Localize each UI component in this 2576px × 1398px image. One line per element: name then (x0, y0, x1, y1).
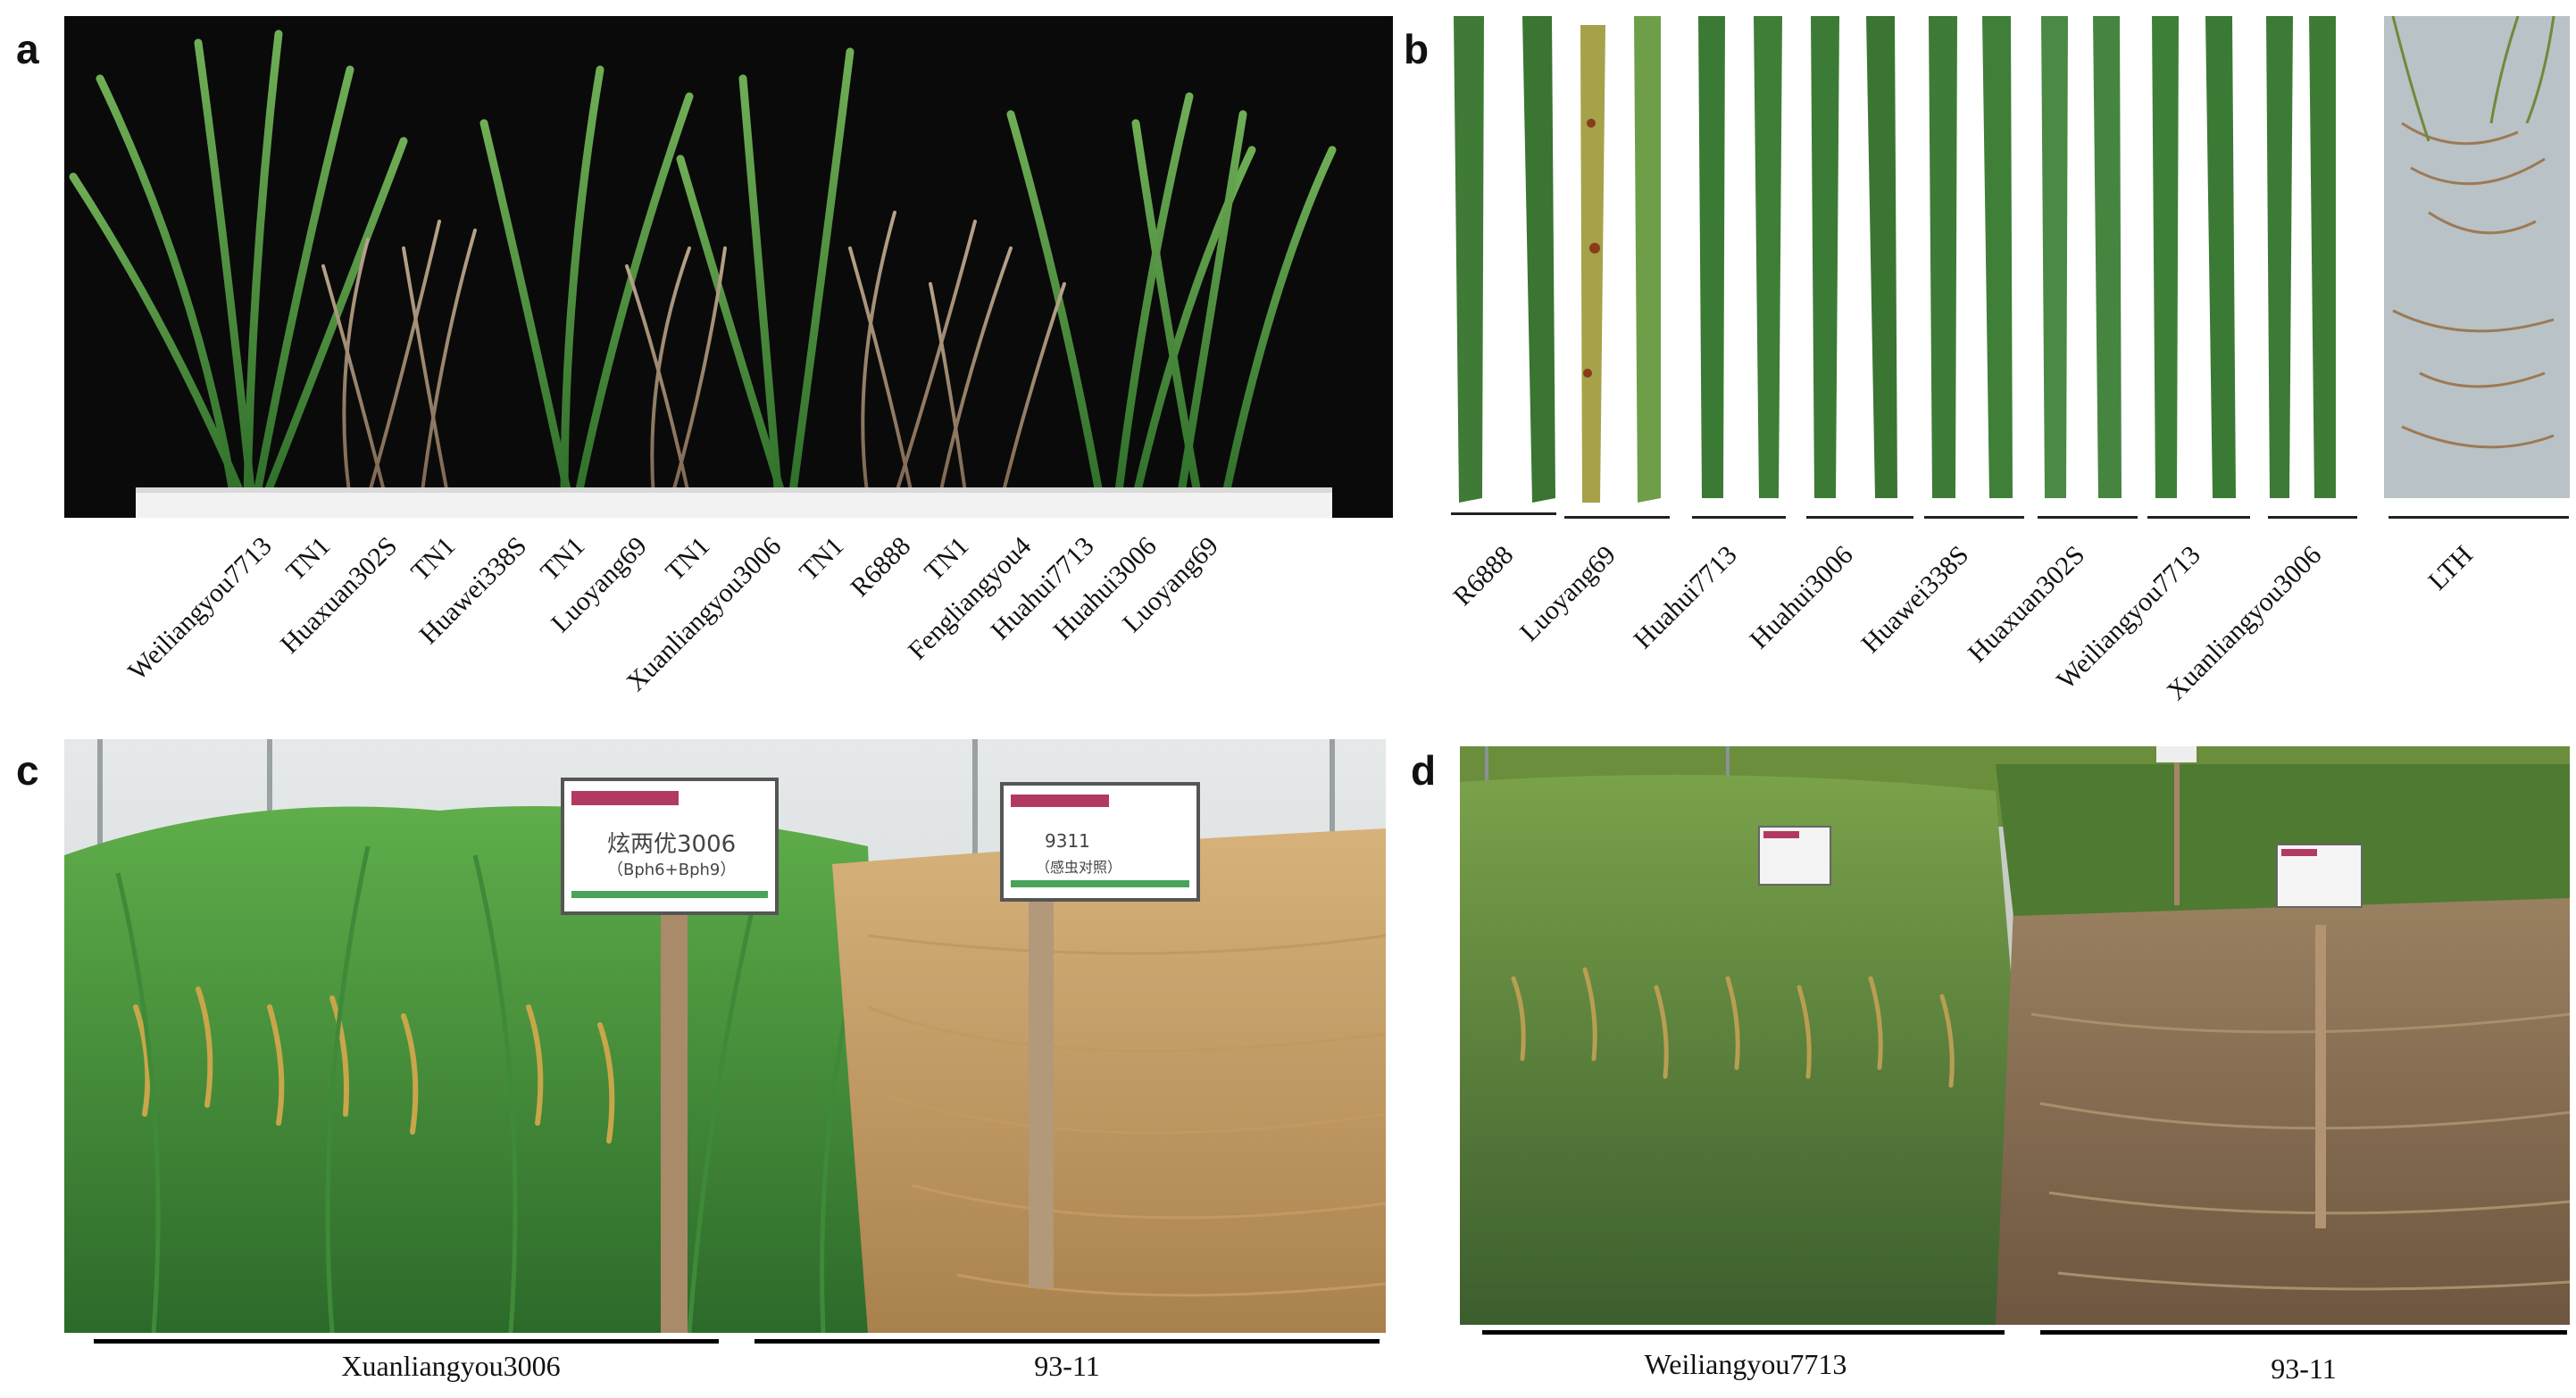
field-weiliangyou-image (1460, 746, 2570, 1325)
panel-c-left-label: Xuanliangyou3006 (341, 1350, 561, 1382)
field-xuanliangyou-image (64, 739, 1386, 1333)
panel-b-underline (1806, 516, 1913, 519)
panel-b-label: Huahui3006 (1744, 539, 1859, 655)
panel-b-underline (2268, 516, 2357, 519)
panel-c-left-underline (94, 1339, 719, 1344)
panel-a-label: TN1 (660, 530, 716, 587)
panel-a-letter: a (16, 26, 39, 72)
panel-d-photo (1460, 746, 2570, 1325)
panel-a-label: Weiliangyou7713 (122, 530, 279, 687)
panel-d-right-label: 93-11 (2271, 1352, 2337, 1385)
panel-b-label: Huaxuan302S (1962, 539, 2091, 669)
panel-b-underline (2038, 516, 2138, 519)
panel-b-underline (1564, 516, 1670, 519)
panel-b-label: Luoyang69 (1514, 539, 1622, 647)
panel-b-underline (1924, 516, 2024, 519)
panel-b-leaves (1446, 16, 2570, 507)
panel-c-letter: c (16, 747, 39, 794)
rice-tray-image (64, 16, 1393, 518)
panel-d-right-underline (2040, 1330, 2567, 1335)
sign-right-line2: （感虫对照） (1036, 859, 1122, 876)
panel-d-letter: d (1411, 747, 1437, 794)
panel-d-left-label: Weiliangyou7713 (1644, 1348, 1847, 1380)
panel-b-underline (1692, 516, 1786, 519)
panel-b-underline (2388, 516, 2569, 519)
panel-a-label: TN1 (405, 530, 462, 587)
sign-left-line1: 炫两优3006 (607, 831, 737, 858)
panel-b-label: Huawei338S (1855, 539, 1975, 659)
panel-b-label: R6888 (1447, 539, 1520, 612)
sign-right-line1: 9311 (1045, 830, 1090, 852)
panel-b-label: LTH (2422, 539, 2480, 596)
panel-c-photo (64, 739, 1386, 1333)
panel-a-photo (64, 16, 1393, 518)
panel-b-underline (2147, 516, 2250, 519)
panel-b-label: Huahui7713 (1628, 539, 1743, 655)
panel-c-right-underline (754, 1339, 1380, 1344)
panel-a-label: TN1 (794, 530, 850, 587)
leaf-strips-image (1446, 16, 2570, 507)
panel-c-right-label: 93-11 (1034, 1350, 1100, 1382)
panel-d-left-underline (1482, 1330, 2005, 1335)
sign-left-line2: （Bph6+Bph9） (607, 861, 737, 879)
panel-b-letter: b (1404, 26, 1430, 72)
panel-a-label: TN1 (280, 530, 337, 587)
panel-a-label: R6888 (845, 530, 917, 603)
panel-b-underline (1451, 512, 1556, 515)
